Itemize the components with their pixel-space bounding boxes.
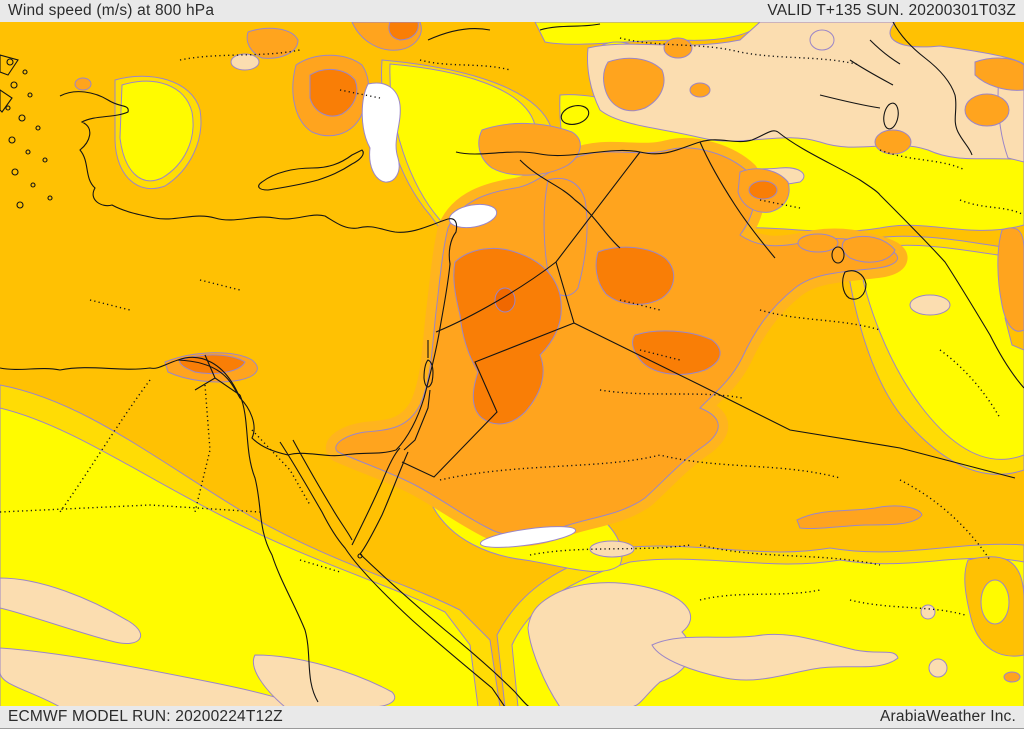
model-run-label: ECMWF MODEL RUN: 20200224T12Z <box>8 708 283 725</box>
map-title: Wind speed (m/s) at 800 hPa <box>8 2 215 19</box>
country-borders <box>401 130 1024 479</box>
map-footer-bar: ECMWF MODEL RUN: 20200224T12Z ArabiaWeat… <box>0 706 1024 729</box>
aegean-islands <box>0 54 363 559</box>
contour-white <box>361 82 577 548</box>
credit-label: ArabiaWeather Inc. <box>880 708 1016 725</box>
contour-red-orange <box>494 287 516 313</box>
wind-contour-svg <box>0 22 1024 706</box>
valid-time-label: VALID T+135 SUN. 20200301T03Z <box>767 2 1016 19</box>
contour-deep-orange <box>179 22 778 425</box>
map-title-bar: Wind speed (m/s) at 800 hPa VALID T+135 … <box>0 0 1024 22</box>
wind-speed-map <box>0 22 1024 706</box>
admin-borders-dotted <box>0 37 1024 616</box>
coastlines <box>0 22 973 706</box>
lakes <box>403 102 899 451</box>
contour-orange <box>74 22 1024 683</box>
contour-peach <box>0 22 1024 706</box>
